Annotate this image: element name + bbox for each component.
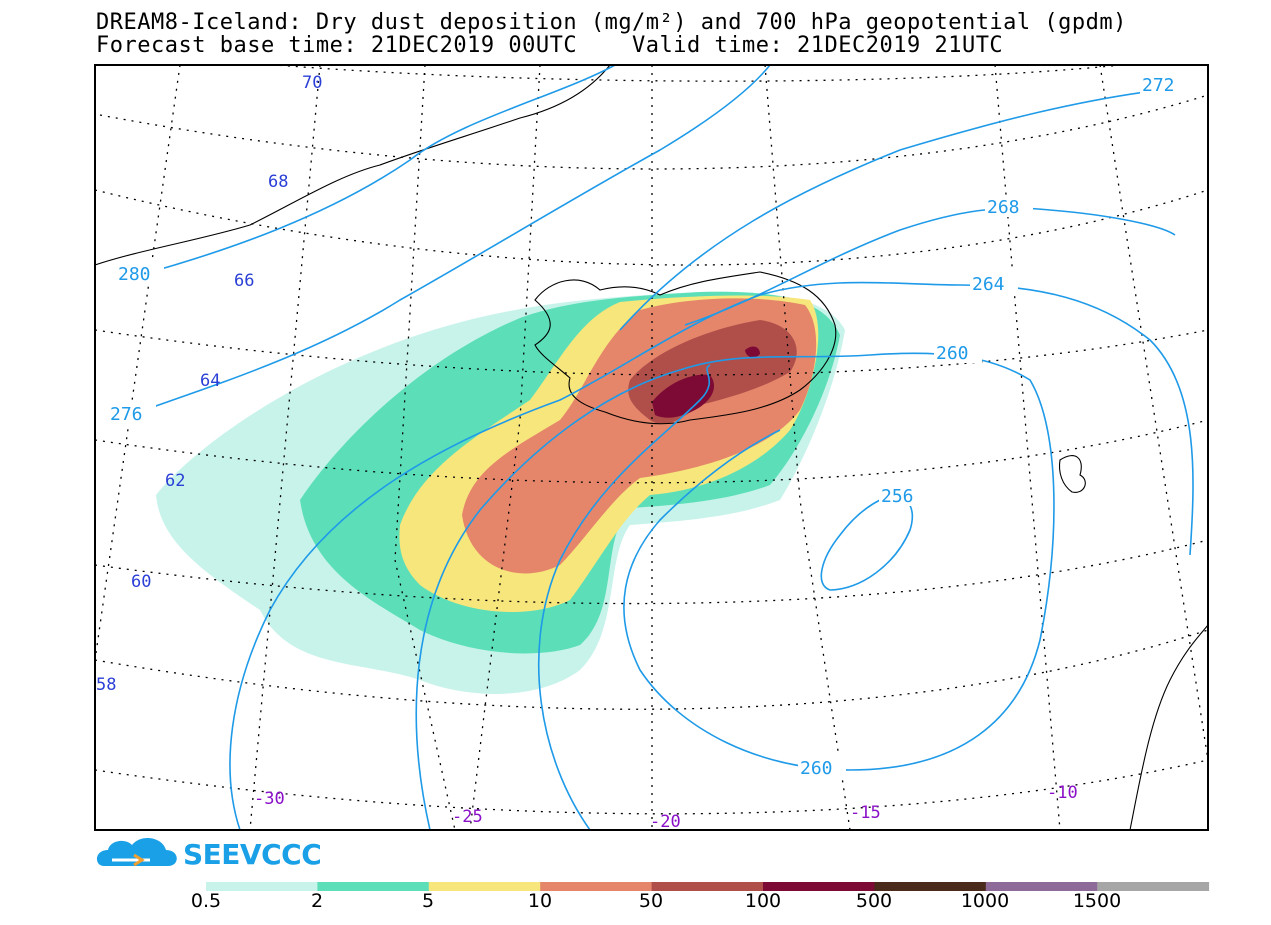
legend-label: 10 [527,890,553,912]
lat-label: 64 [200,371,220,391]
contour-268 [684,207,1176,326]
legend-label: 100 [744,890,782,912]
longitude-labels: -30 -25 -20 -15 -10 [254,783,1078,832]
legend-label: 1000 [960,890,1010,912]
map-frame [94,64,1209,831]
logo-text: SEEVCCC [183,838,322,871]
iceland-coast [534,271,837,425]
legend-label: 500 [855,890,893,912]
lon-label: -10 [1047,783,1078,803]
latitude-lines [95,65,1208,815]
contour-labels: 272 268 264 260 256 260 280 276 [108,73,1188,779]
contour-label: 280 [118,264,151,285]
geopotential-contours [139,65,1194,830]
contour-label: 264 [972,274,1005,295]
legend-swatch [428,882,541,891]
contour-label: 260 [936,343,969,364]
longitude-lines [95,65,1208,830]
contour-label: 256 [881,486,914,507]
contour-label: 260 [800,758,833,779]
lat-label: 58 [96,675,116,695]
latitude-labels: 70 68 66 64 62 60 58 [96,73,322,695]
faroe-coast [1058,455,1086,493]
contour-inner [537,364,711,830]
contour-label: 272 [1142,75,1175,96]
legend-swatch [317,882,430,891]
contour-260 [415,352,1055,830]
legend-swatch [651,882,764,891]
legend-swatch [540,882,653,891]
legend-label: 50 [638,890,664,912]
lat-label: 62 [165,471,185,491]
legend-swatch [874,882,987,891]
lat-label: 70 [302,73,322,93]
contour-276 [149,65,771,409]
legend-label: 2 [310,890,324,912]
legend-bar [206,882,1210,891]
map-content [95,65,1208,830]
lon-label: -25 [452,807,483,827]
contour-272 [619,89,1161,331]
legend-swatch [763,882,875,891]
dust-area-100b [745,346,760,358]
contour-256 [820,496,914,591]
legend-label: 1500 [1072,890,1122,912]
lon-label: -15 [850,803,881,823]
legend-swatch [1097,882,1210,891]
contour-label: 276 [110,404,143,425]
legend-swatch [985,882,1098,891]
lon-label: -20 [650,812,681,832]
contour-264 [229,281,1194,830]
dust-area-100 [652,374,715,418]
legend-swatch [206,882,318,891]
lat-label: 60 [131,572,151,592]
contour-label: 268 [987,197,1020,218]
map-subtitle: Forecast base time: 21DEC2019 00UTC Vali… [96,33,1004,58]
contour-280 [139,65,616,276]
map-title: DREAM8-Iceland: Dry dust deposition (mg/… [96,10,1127,35]
legend-label: 0.5 [190,890,222,912]
cloud-logo-icon [96,837,177,867]
greenland-coast [95,65,611,266]
coastlines [95,65,1208,830]
legend-label: 5 [421,890,435,912]
norway-coast [1129,624,1208,830]
lon-label: -30 [254,789,285,809]
lat-label: 66 [234,271,254,291]
lat-label: 68 [268,172,288,192]
